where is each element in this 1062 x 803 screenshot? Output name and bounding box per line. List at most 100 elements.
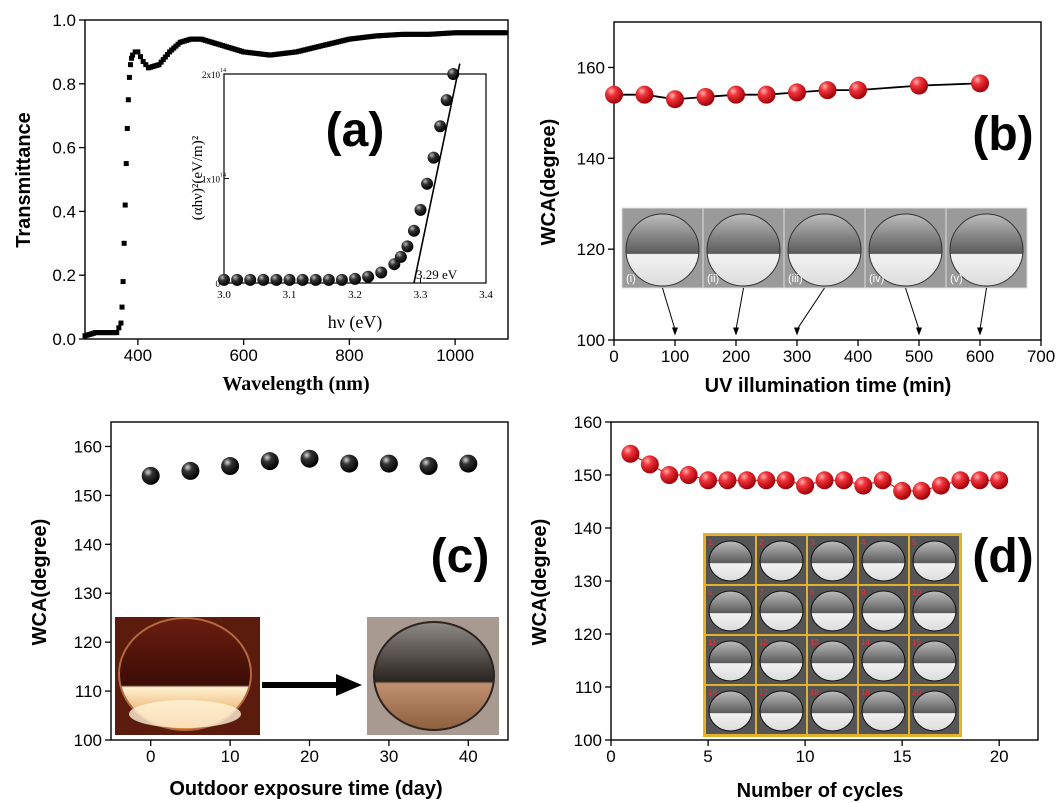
- data-point: [221, 457, 240, 476]
- x-tick-label: 300: [783, 347, 811, 366]
- photo-label: 2: [759, 538, 764, 547]
- arrow-head: [733, 327, 739, 336]
- droplet-photo: [861, 690, 906, 732]
- photo-label: 17: [759, 688, 768, 697]
- data-point: [737, 471, 756, 490]
- data-point: [164, 51, 170, 57]
- x-tick-label: 20: [300, 747, 319, 766]
- arrow-line: [979, 287, 987, 330]
- data-point: [990, 471, 1009, 490]
- data-point: [138, 54, 144, 60]
- inset-data-point: [270, 273, 283, 286]
- y-tick-label: 150: [74, 486, 102, 505]
- x-tick-label: 500: [905, 347, 933, 366]
- photo-label: 7: [759, 588, 764, 597]
- y-axis-label: WCA(degree): [538, 119, 560, 246]
- y-tick-label: 160: [577, 58, 605, 77]
- x-tick-label: 800: [335, 346, 363, 365]
- photo-label: 12: [759, 638, 768, 647]
- x-tick-label: 100: [661, 347, 689, 366]
- data-point: [123, 161, 129, 167]
- data-point: [118, 320, 124, 326]
- data-point: [971, 74, 989, 93]
- droplet-photo: [708, 690, 753, 732]
- data-point: [160, 57, 166, 63]
- photo-label: 14: [861, 638, 870, 647]
- droplet-photo: [708, 640, 753, 682]
- arrow-line: [735, 287, 744, 330]
- inset-fit-line: [413, 63, 461, 284]
- photo-label: 11: [708, 638, 717, 647]
- data-point: [718, 471, 737, 490]
- inset-data-point: [218, 273, 230, 286]
- y-tick-label: 100: [574, 731, 602, 750]
- photo-label: 1: [708, 538, 713, 547]
- droplet-photo: [625, 213, 700, 287]
- data-point: [660, 466, 679, 484]
- x-tick-label: 0: [609, 347, 618, 366]
- data-point: [143, 62, 149, 68]
- inset-data-point: [322, 273, 335, 286]
- data-point: [156, 62, 162, 68]
- data-point: [834, 471, 853, 490]
- droplet-photo: [706, 213, 781, 287]
- inset-data-point: [362, 270, 375, 283]
- data-point: [666, 90, 684, 109]
- y-tick-label: 0.2: [52, 266, 76, 285]
- data-point: [699, 471, 718, 490]
- data-point: [379, 454, 398, 473]
- droplet-photo-after: [367, 617, 499, 735]
- panel-label: (b): [972, 108, 1033, 161]
- photo-label: 3: [810, 538, 815, 547]
- y-tick-label: 120: [74, 633, 102, 652]
- y-tick-label: 140: [74, 535, 102, 554]
- inset-x-tick-label: 3.4: [479, 289, 493, 301]
- inset-data-point: [309, 273, 322, 286]
- data-point: [912, 481, 931, 500]
- inset-points: [218, 68, 460, 286]
- x-tick-label: 0: [606, 747, 615, 766]
- y-tick-label: 0.8: [52, 75, 76, 94]
- axes: 0 10 20 30 40 100 110 120 130 140 150 160: [74, 437, 478, 766]
- droplet-photo: [810, 590, 855, 632]
- x-tick-label: 400: [124, 346, 152, 365]
- y-tick-label: 0.6: [52, 139, 76, 158]
- y-tick-label: 0.4: [52, 202, 76, 221]
- plot-frame: [613, 21, 1042, 341]
- inset-data-point: [440, 94, 453, 107]
- inset-y-tick-label: 2x10: [202, 70, 221, 80]
- x-axis-label: Wavelength (nm): [222, 373, 369, 395]
- photo-label: 19: [861, 688, 870, 697]
- data-point: [126, 74, 132, 80]
- inset-data-point: [244, 273, 257, 286]
- data-point: [129, 55, 135, 61]
- x-tick-label: 10: [221, 747, 240, 766]
- y-tick-label: 110: [575, 678, 602, 697]
- y-tick-label: 1.0: [52, 11, 76, 30]
- inset-y-tick-exponent: 14: [220, 68, 226, 74]
- inset-data-point: [414, 203, 427, 216]
- photo-label: 10: [912, 588, 921, 597]
- inset-data-point: [407, 224, 420, 237]
- x-tick-label: 600: [229, 346, 257, 365]
- droplet-photo: [868, 213, 943, 287]
- x-tick-label: 600: [966, 347, 994, 366]
- data-point: [854, 476, 873, 495]
- data-point: [679, 466, 698, 484]
- droplet-photo: [861, 640, 906, 682]
- arrow-head: [977, 327, 983, 336]
- x-tick-label: 20: [990, 747, 1009, 766]
- inset-data-point: [349, 272, 361, 285]
- x-tick-label: 5: [703, 747, 712, 766]
- inset-x-tick-label: 3.0: [217, 289, 231, 301]
- droplet-photo: [912, 590, 957, 632]
- x-tick-label: 10: [796, 747, 815, 766]
- inset-y-tick-label: 1x10: [202, 175, 221, 185]
- data-point: [127, 62, 133, 68]
- data-point: [815, 471, 834, 490]
- arrow-head: [916, 327, 922, 336]
- data-point: [459, 454, 478, 473]
- x-tick-label: 1000: [436, 346, 474, 365]
